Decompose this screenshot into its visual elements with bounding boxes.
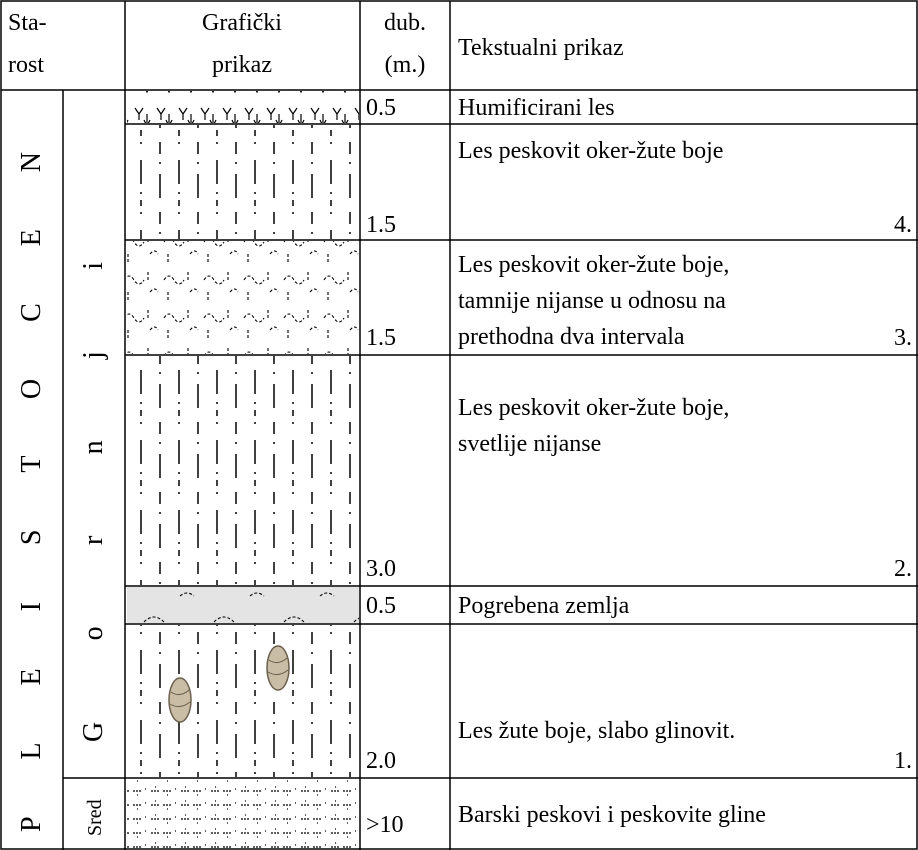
layer-number: 1. <box>894 748 912 774</box>
layer-description: Les peskovit oker-žute boje <box>458 138 723 164</box>
layer-number: 2. <box>894 556 912 582</box>
layer-description: Les žute boje, slabo glinovit. <box>458 718 735 744</box>
layer-depth: 1.5 <box>366 212 396 238</box>
layer-description: Les peskovit oker-žute boje, <box>458 252 729 278</box>
subepoch-label: Sred <box>84 799 106 836</box>
layer-number: 3. <box>894 325 912 351</box>
layer-number: 4. <box>894 212 912 238</box>
header-graphic: Grafički <box>202 10 282 36</box>
layer-description: Les peskovit oker-žute boje, <box>458 395 729 421</box>
header-age: rost <box>8 52 44 78</box>
header-graphic: prikaz <box>212 52 272 78</box>
header-depth: dub. <box>384 10 426 36</box>
layer-depth: 3.0 <box>366 556 396 582</box>
lithology-pattern <box>127 587 359 623</box>
lithology-pattern <box>127 356 359 585</box>
layer-description: prethodna dva intervala <box>458 324 685 350</box>
epoch-label: PLEISTOCEN <box>16 152 47 832</box>
layer-depth: >10 <box>366 812 404 838</box>
lithology-pattern <box>127 91 359 123</box>
fossil-shell <box>169 689 191 708</box>
lithology-pattern <box>127 125 359 239</box>
layer-description: Humificirani les <box>458 95 615 121</box>
header-description: Tekstualni prikaz <box>458 35 624 61</box>
layer-description: svetlije nijanse <box>458 431 601 457</box>
subepoch-label: Gornji <box>78 262 109 742</box>
layer-depth: 0.5 <box>366 95 396 121</box>
fossil-shell <box>168 677 192 723</box>
layer-description: Pogrebena zemlja <box>458 593 630 619</box>
layer-depth: 2.0 <box>366 748 396 774</box>
fossil-shell <box>267 657 289 676</box>
lithology-pattern <box>127 241 359 354</box>
lithology-pattern <box>127 779 359 849</box>
header-age: Sta- <box>8 10 47 36</box>
layer-description: tamnije nijanse u odnosu na <box>458 288 726 314</box>
layer-description: Barski peskovi i peskovite gline <box>458 802 766 828</box>
lithology-pattern <box>127 625 359 777</box>
layer-depth: 0.5 <box>366 593 396 619</box>
layer-depth: 1.5 <box>366 325 396 351</box>
header-depth: (m.) <box>385 52 426 78</box>
fossil-shell <box>266 645 290 691</box>
